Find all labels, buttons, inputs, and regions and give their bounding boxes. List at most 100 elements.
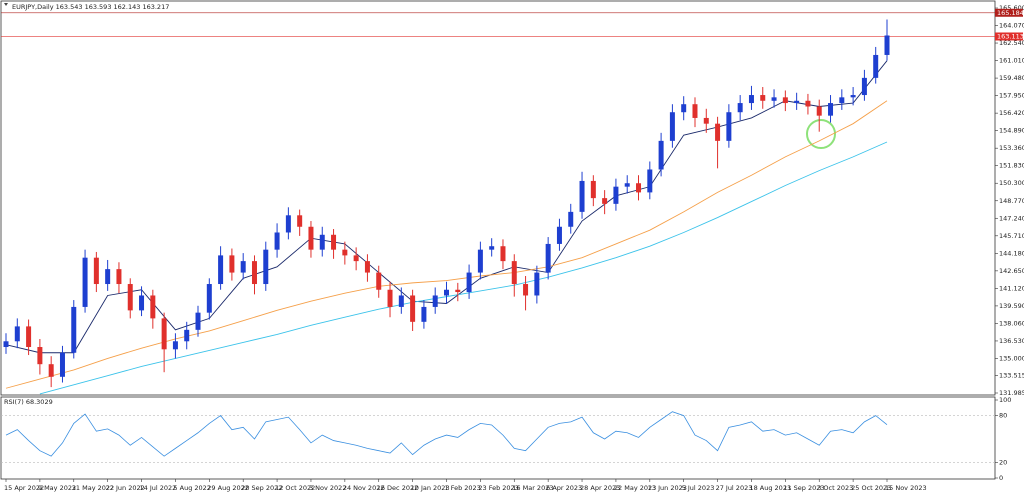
- candle-body: [364, 261, 370, 273]
- x-tick-label: 13 Jun 2023: [648, 484, 687, 492]
- price-label-box: [995, 32, 1023, 41]
- x-tick-label: 14 Jul 2022: [140, 484, 177, 492]
- y-tick-label: 138.060: [999, 319, 1024, 327]
- y-tick-label: 136.530: [999, 337, 1024, 345]
- candle-body: [3, 341, 9, 348]
- price-label: 165.184: [997, 9, 1024, 17]
- candle-body: [794, 100, 800, 104]
- x-tick-label: 22 May 2023: [614, 484, 656, 492]
- x-tick-label: 24 Nov 2022: [343, 484, 385, 492]
- candle-body: [556, 226, 562, 244]
- x-tick-label: 3 Nov 2022: [309, 484, 347, 492]
- title-icon: [4, 3, 8, 6]
- candle-body: [828, 103, 834, 116]
- candle-body: [251, 261, 257, 285]
- candle-body: [782, 97, 788, 104]
- candle-body: [850, 95, 856, 98]
- x-tick-label: 5 Jul 2023: [682, 484, 715, 492]
- candle-body: [353, 255, 359, 262]
- candle-body: [681, 104, 687, 113]
- candle-body: [839, 97, 845, 104]
- x-tick-label: 6 Apr 2023: [546, 484, 582, 492]
- candle-body: [410, 295, 416, 322]
- candle-body: [748, 95, 754, 104]
- candle-body: [444, 289, 449, 296]
- candle-body: [455, 289, 461, 293]
- candle-body: [726, 112, 732, 141]
- candle-body: [14, 326, 20, 342]
- candle-body: [285, 215, 291, 233]
- candle-body: [82, 257, 88, 307]
- candle-body: [172, 341, 178, 350]
- candle-body: [692, 104, 698, 118]
- candle-body: [116, 269, 122, 285]
- candle-body: [534, 272, 540, 296]
- candle-body: [511, 261, 517, 285]
- chart-title: EURJPY,Daily 163.543 163.593 162.143 163…: [12, 3, 169, 11]
- candle-body: [319, 234, 325, 250]
- x-tick-label: 22 Jun 2022: [106, 484, 145, 492]
- candle-body: [771, 97, 777, 101]
- candle-body: [816, 106, 822, 116]
- rsi-title: RSI(7) 68.3029: [4, 398, 53, 406]
- candle-body: [387, 289, 393, 307]
- candle-body: [398, 295, 404, 307]
- candle-body: [297, 215, 303, 227]
- x-tick-label: 23 Feb 2023: [478, 484, 518, 492]
- candle-body: [579, 180, 585, 212]
- x-tick-label: 10 Jan 2023: [411, 484, 450, 492]
- candle-body: [624, 183, 630, 187]
- candle-body: [59, 352, 65, 377]
- candle-body: [274, 232, 280, 250]
- highlight-circle: [806, 119, 836, 149]
- candle-body: [218, 255, 224, 285]
- y-tick-label: 161.010: [999, 57, 1024, 65]
- candle-body: [466, 272, 472, 293]
- rsi-tick-label: 20: [999, 458, 1007, 466]
- y-tick-label: 162.540: [999, 39, 1024, 47]
- y-tick-label: 150.300: [999, 179, 1024, 187]
- candle-body: [873, 54, 879, 78]
- candle-body: [477, 249, 483, 273]
- y-tick-label: 133.515: [999, 371, 1024, 379]
- y-tick-label: 147.240: [999, 214, 1024, 222]
- candle-body: [150, 295, 156, 319]
- candle-body: [737, 103, 743, 113]
- candle-body: [658, 140, 664, 170]
- rsi-tick-label: 80: [999, 412, 1007, 420]
- x-tick-label: 20 Sep 2022: [241, 484, 282, 492]
- candle-body: [568, 211, 574, 227]
- x-tick-label: 31 May 2022: [72, 484, 114, 492]
- x-tick-label: 29 Aug 2022: [207, 484, 249, 492]
- moving-average: [39, 141, 888, 395]
- rsi-tick-label: 100: [999, 396, 1011, 404]
- x-tick-label: 15 Nov 2023: [885, 484, 927, 492]
- y-tick-label: 131.985: [999, 389, 1024, 397]
- y-tick-label: 156.420: [999, 109, 1024, 117]
- candle-body: [545, 243, 551, 273]
- x-tick-label: 16 Mar 2023: [512, 484, 553, 492]
- y-tick-label: 164.070: [999, 22, 1024, 30]
- candle-body: [184, 329, 190, 342]
- y-tick-label: 139.590: [999, 302, 1024, 310]
- y-tick-label: 145.710: [999, 232, 1024, 240]
- candle-body: [884, 35, 890, 55]
- y-tick-label: 159.480: [999, 74, 1024, 82]
- y-tick-label: 157.950: [999, 92, 1024, 100]
- candle-body: [342, 249, 348, 256]
- candle-body: [703, 117, 709, 124]
- moving-average: [5, 60, 888, 354]
- candle-body: [263, 249, 269, 285]
- y-tick-label: 135.000: [999, 354, 1024, 362]
- y-tick-label: 151.830: [999, 162, 1024, 170]
- x-tick-label: 25 Oct 2023: [851, 484, 891, 492]
- candle-body: [489, 246, 495, 250]
- candle-body: [26, 326, 32, 348]
- x-tick-label: 18 Aug 2023: [749, 484, 791, 492]
- candle-body: [71, 306, 77, 353]
- x-tick-label: 5 Aug 2022: [173, 484, 211, 492]
- candle-body: [161, 318, 167, 350]
- candle-body: [93, 257, 99, 285]
- candle-body: [376, 272, 382, 290]
